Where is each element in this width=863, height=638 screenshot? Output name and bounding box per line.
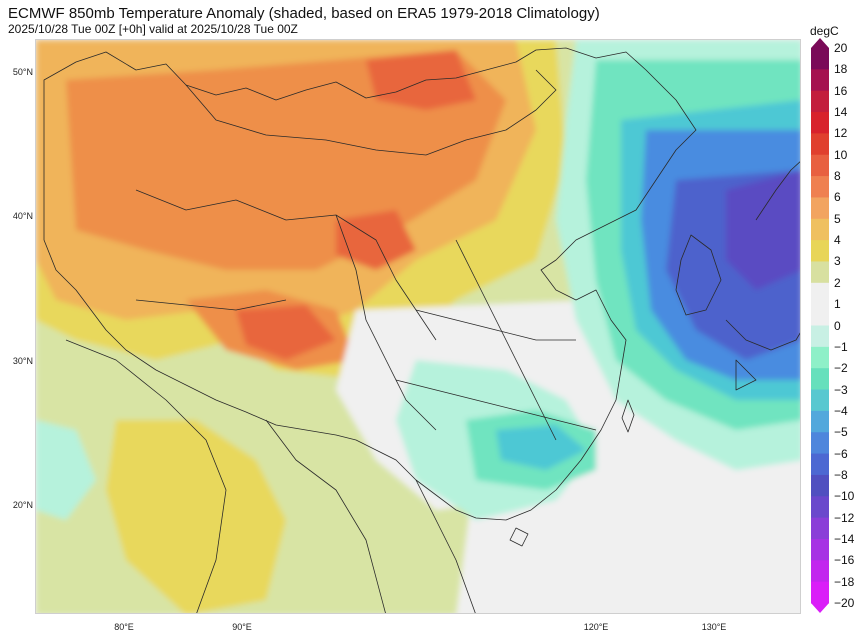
colorbar-tick-label: −16 <box>834 553 855 568</box>
borders <box>43 47 800 613</box>
colorbar-tick-label: 10 <box>834 147 848 162</box>
lat-label-40: 40°N <box>12 211 33 221</box>
colorbar-tick-label: −8 <box>834 467 848 482</box>
colorbar-tick-label: −1 <box>834 339 848 354</box>
colorbar-segment <box>811 453 829 476</box>
colorbar-tick-label: 14 <box>834 105 848 120</box>
colorbar-segment <box>811 538 829 561</box>
lat-label-50: 50°N <box>12 67 33 77</box>
colorbar-segment <box>811 133 829 156</box>
anomaly-region-neg6 <box>726 170 800 290</box>
colorbar-segment <box>811 325 829 348</box>
anomaly-field <box>36 40 800 613</box>
colorbar-tick-label: 16 <box>834 83 848 98</box>
lon-label-90: 90°E <box>232 622 252 632</box>
anomaly-region-pos5 <box>236 305 336 360</box>
map-title: ECMWF 850mb Temperature Anomaly (shaded,… <box>8 5 600 22</box>
colorbar-segment <box>811 197 829 220</box>
colorbar-segment <box>811 90 829 113</box>
colorbar-tick-label: 12 <box>834 126 848 141</box>
colorbar-segment <box>811 432 829 455</box>
colorbar <box>811 38 829 613</box>
colorbar-tick-label: 4 <box>834 233 841 248</box>
map-area <box>35 39 801 614</box>
colorbar-tick-label: −10 <box>834 489 855 504</box>
colorbar-segment <box>811 389 829 412</box>
colorbar-segment <box>811 560 829 583</box>
colorbar-segment <box>811 218 829 241</box>
colorbar-tick-label: −14 <box>834 531 855 546</box>
colorbar-segment <box>811 517 829 540</box>
lon-label-130: 130°E <box>701 622 727 632</box>
lon-label-80: 80°E <box>114 622 134 632</box>
colorbar-tick-label: 20 <box>834 41 848 55</box>
colorbar-extend-top <box>811 38 829 48</box>
colorbar-tick-label: 1 <box>834 297 841 312</box>
colorbar-tick-label: 2 <box>834 275 841 290</box>
colorbar-segment <box>811 112 829 134</box>
anomaly-region-pos2 <box>106 420 286 613</box>
colorbar-segment <box>811 304 829 326</box>
colorbar-segment <box>811 368 829 391</box>
colorbar-tick-label: −18 <box>834 574 855 589</box>
colorbar-tick-label: −20 <box>834 596 855 610</box>
colorbar-segment <box>811 474 829 497</box>
anomaly-region-neg3 <box>496 425 586 470</box>
colorbar-segment <box>811 261 829 284</box>
colorbar-segment <box>811 176 829 198</box>
colorbar-tick-label: 3 <box>834 254 841 269</box>
colorbar-tick-label: −2 <box>834 361 848 376</box>
colorbar-tick-label: −4 <box>834 403 848 418</box>
colorbar-tick-label: −3 <box>834 382 848 397</box>
colorbar-unit: degC <box>810 24 839 38</box>
colorbar-tick-label: 5 <box>834 211 841 226</box>
colorbar-tick-label: −5 <box>834 425 848 440</box>
colorbar-segment <box>811 410 829 433</box>
lon-label-120: 120°E <box>583 622 609 632</box>
colorbar-tick-label: 6 <box>834 190 841 205</box>
colorbar-tick-label: −6 <box>834 446 848 461</box>
colorbar-segment <box>811 282 829 305</box>
colorbar-tick-label: −12 <box>834 510 855 525</box>
colorbar-tick-label: 8 <box>834 169 841 184</box>
colorbar-segment <box>811 69 829 92</box>
colorbar-segment <box>811 48 829 70</box>
anomaly-region-pos5 <box>366 50 476 110</box>
lat-label-20: 20°N <box>12 500 33 510</box>
colorbar-segment <box>811 496 829 519</box>
anomaly-region-neg1 <box>36 420 96 520</box>
map-subtitle: 2025/10/28 Tue 00Z [+0h] valid at 2025/1… <box>8 22 298 36</box>
colorbar-tick-label: 0 <box>834 318 841 333</box>
colorbar-extend-bottom <box>811 603 829 613</box>
lat-label-30: 30°N <box>12 356 33 366</box>
colorbar-tick-label: 18 <box>834 62 848 77</box>
colorbar-segment <box>811 240 829 262</box>
colorbar-segment <box>811 581 829 604</box>
colorbar-segment <box>811 154 829 177</box>
colorbar-segment <box>811 346 829 369</box>
